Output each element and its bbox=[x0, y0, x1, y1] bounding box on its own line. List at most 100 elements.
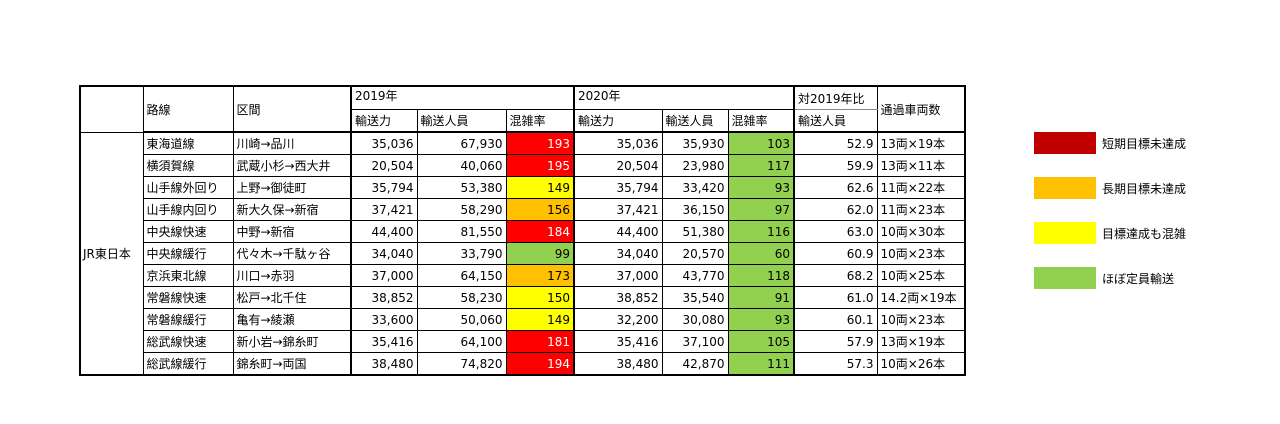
row-cars: 10両×23本 bbox=[876, 308, 966, 331]
row-congestion-2020: 60 bbox=[727, 242, 795, 265]
row-section: 代々木→千駄ヶ谷 bbox=[232, 242, 352, 265]
row-ratio: 57.3 bbox=[793, 352, 878, 376]
row-capacity-2020: 38,480 bbox=[573, 352, 663, 376]
row-passengers-2020: 43,770 bbox=[661, 264, 729, 287]
row-passengers-2019: 58,290 bbox=[416, 198, 507, 221]
legend-label: 長期目標未達成 bbox=[1102, 182, 1187, 196]
table-row: 山手線内回り 新大久保→新宿 37,421 58,290 156 37,421 36,150… bbox=[80, 198, 966, 221]
row-congestion-2019: 181 bbox=[505, 330, 575, 353]
header-section: 区間 bbox=[232, 85, 352, 133]
row-capacity-2020: 32,200 bbox=[573, 308, 663, 331]
row-capacity-2020: 44,400 bbox=[573, 220, 663, 243]
row-passengers-2020: 36,150 bbox=[661, 198, 729, 221]
row-congestion-2020: 103 bbox=[727, 131, 795, 155]
row-line: 中央線緩行 bbox=[142, 242, 234, 265]
row-cars: 13両×11本 bbox=[876, 154, 966, 177]
row-passengers-2020: 20,570 bbox=[661, 242, 729, 265]
row-congestion-2019: 150 bbox=[505, 286, 575, 309]
row-congestion-2019: 149 bbox=[505, 176, 575, 199]
row-cars: 10両×25本 bbox=[876, 264, 966, 287]
row-passengers-2019: 74,820 bbox=[416, 352, 507, 376]
row-ratio: 59.9 bbox=[793, 154, 878, 177]
row-ratio: 62.6 bbox=[793, 176, 878, 199]
row-capacity-2019: 35,036 bbox=[350, 131, 418, 155]
row-ratio: 52.9 bbox=[793, 131, 878, 155]
row-passengers-2020: 23,980 bbox=[661, 154, 729, 177]
row-line: 山手線内回り bbox=[142, 198, 234, 221]
row-passengers-2019: 53,380 bbox=[416, 176, 507, 199]
row-cars: 13両×19本 bbox=[876, 131, 966, 155]
row-ratio: 63.0 bbox=[793, 220, 878, 243]
table-row: 横須賀線 武蔵小杉→西大井 20,504 40,060 195 20,504 23,980 1… bbox=[80, 154, 966, 177]
legend-label: 目標達成も混雑 bbox=[1102, 227, 1187, 241]
congestion-table: 路線 区間 2019年 2020年 対2019年比 通過車両数 輸送力 輸送人員… bbox=[79, 85, 966, 376]
row-passengers-2019: 40,060 bbox=[416, 154, 507, 177]
table-row: 中央線快速 中野→新宿 44,400 81,550 184 44,400 51,380 116… bbox=[80, 220, 966, 243]
row-section: 川口→赤羽 bbox=[232, 264, 352, 287]
row-congestion-2020: 105 bbox=[727, 330, 795, 353]
row-passengers-2019: 58,230 bbox=[416, 286, 507, 309]
row-capacity-2019: 35,794 bbox=[350, 176, 418, 199]
row-congestion-2019: 195 bbox=[505, 154, 575, 177]
row-cars: 11両×22本 bbox=[876, 176, 966, 199]
row-cars: 10両×23本 bbox=[876, 242, 966, 265]
row-ratio: 60.1 bbox=[793, 308, 878, 331]
row-congestion-2019: 173 bbox=[505, 264, 575, 287]
row-congestion-2019: 156 bbox=[505, 198, 575, 221]
row-congestion-2020: 91 bbox=[727, 286, 795, 309]
table-row: 総武線快速 新小岩→錦糸町 35,416 64,100 181 35,416 37,100 1… bbox=[80, 330, 966, 353]
row-ratio: 61.0 bbox=[793, 286, 878, 309]
header-2019: 2019年 bbox=[350, 85, 575, 110]
row-section: 錦糸町→両国 bbox=[232, 352, 352, 376]
header-2020: 2020年 bbox=[573, 85, 795, 110]
row-capacity-2019: 37,421 bbox=[350, 198, 418, 221]
legend-swatch bbox=[1034, 177, 1096, 199]
row-capacity-2020: 34,040 bbox=[573, 242, 663, 265]
legend-swatch bbox=[1034, 267, 1096, 289]
table-row: 常磐線緩行 亀有→綾瀬 33,600 50,060 149 32,200 30,080 93 6… bbox=[80, 308, 966, 331]
table-row: 中央線緩行 代々木→千駄ヶ谷 34,040 33,790 99 34,040 20,570 6… bbox=[80, 242, 966, 265]
row-cars: 14.2両×19本 bbox=[876, 286, 966, 309]
row-passengers-2019: 50,060 bbox=[416, 308, 507, 331]
row-passengers-2020: 51,380 bbox=[661, 220, 729, 243]
row-line: 総武線快速 bbox=[142, 330, 234, 353]
row-passengers-2020: 35,540 bbox=[661, 286, 729, 309]
row-congestion-2019: 193 bbox=[505, 131, 575, 155]
row-line: 横須賀線 bbox=[142, 154, 234, 177]
row-section: 武蔵小杉→西大井 bbox=[232, 154, 352, 177]
company-cell: JR東日本 bbox=[79, 131, 144, 376]
legend-label: ほぼ定員輸送 bbox=[1102, 272, 1175, 286]
row-line: 中央線快速 bbox=[142, 220, 234, 243]
row-cars: 10両×26本 bbox=[876, 352, 966, 376]
row-section: 上野→御徒町 bbox=[232, 176, 352, 199]
row-cars: 10両×30本 bbox=[876, 220, 966, 243]
row-congestion-2019: 99 bbox=[505, 242, 575, 265]
row-section: 亀有→綾瀬 bbox=[232, 308, 352, 331]
legend-swatch bbox=[1034, 222, 1096, 244]
row-capacity-2019: 34,040 bbox=[350, 242, 418, 265]
row-passengers-2020: 42,870 bbox=[661, 352, 729, 376]
row-cars: 11両×23本 bbox=[876, 198, 966, 221]
row-section: 新大久保→新宿 bbox=[232, 198, 352, 221]
row-congestion-2020: 117 bbox=[727, 154, 795, 177]
header-passengers-2019: 輸送人員 bbox=[416, 109, 507, 133]
row-ratio: 68.2 bbox=[793, 264, 878, 287]
row-congestion-2019: 194 bbox=[505, 352, 575, 376]
table-row: JR東日本 東海道線 川崎→品川 35,036 67,930 193 35,036 35,93… bbox=[79, 131, 966, 376]
row-section: 川崎→品川 bbox=[232, 131, 352, 155]
row-cars: 13両×19本 bbox=[876, 330, 966, 353]
table-row: 京浜東北線 川口→赤羽 37,000 64,150 173 37,000 43,770 118… bbox=[80, 264, 966, 287]
row-passengers-2019: 64,150 bbox=[416, 264, 507, 287]
row-capacity-2020: 35,794 bbox=[573, 176, 663, 199]
row-line: 常磐線快速 bbox=[142, 286, 234, 309]
row-line: 京浜東北線 bbox=[142, 264, 234, 287]
row-congestion-2020: 97 bbox=[727, 198, 795, 221]
header-passengers-ratio: 輸送人員 bbox=[793, 109, 878, 133]
row-section: 松戸→北千住 bbox=[232, 286, 352, 309]
row-congestion-2019: 149 bbox=[505, 308, 575, 331]
table-row: 常磐線快速 松戸→北千住 38,852 58,230 150 38,852 35,540 91… bbox=[80, 286, 966, 309]
row-ratio: 60.9 bbox=[793, 242, 878, 265]
header-ratio: 対2019年比 bbox=[793, 85, 878, 110]
row-passengers-2019: 33,790 bbox=[416, 242, 507, 265]
row-congestion-2020: 118 bbox=[727, 264, 795, 287]
